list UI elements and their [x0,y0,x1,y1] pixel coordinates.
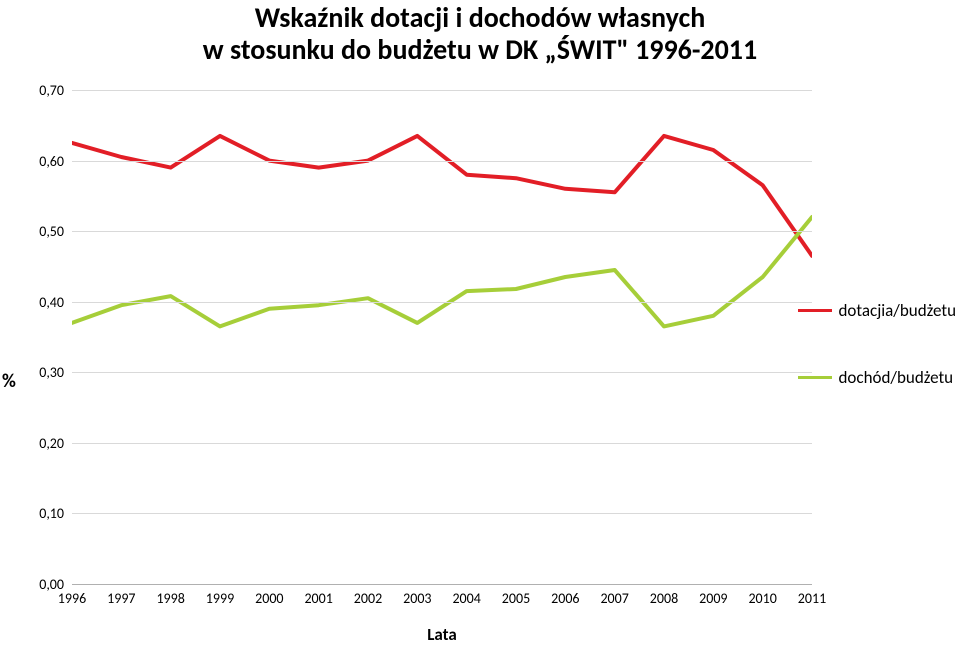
x-tick-label: 2006 [551,590,579,607]
legend-label-dotacja: dotacjia/budżetu [838,300,956,321]
gridline [72,372,812,373]
y-tick-label: 0,70 [24,82,64,99]
chart-title: Wskaźnik dotacji i dochodów własnych w s… [0,2,960,66]
x-tick-label: 2001 [304,590,332,607]
x-tick-label: 1999 [206,590,234,607]
legend-item-dotacja: dotacjia/budżetu [798,300,956,321]
series-line [72,136,812,256]
y-tick-label: 0,10 [24,505,64,522]
legend-label-dochod: dochód/budżetu [838,367,953,388]
y-axis-label: % [2,370,16,393]
x-tick-label: 2008 [650,590,678,607]
gridline [72,443,812,444]
x-tick-label: 2002 [354,590,382,607]
chart-container: Wskaźnik dotacji i dochodów własnych w s… [0,0,960,663]
gridline [72,513,812,514]
y-tick-label: 0,20 [24,435,64,452]
x-axis-label: Lata [72,624,812,645]
gridline [72,231,812,232]
series-line [72,217,812,326]
legend-swatch-dotacja [798,309,832,312]
legend-swatch-dochod [798,376,832,379]
legend: dotacjia/budżetu dochód/budżetu [798,300,956,434]
x-tick-label: 1996 [58,590,86,607]
y-tick-label: 0,30 [24,364,64,381]
x-tick-label: 2005 [502,590,530,607]
x-tick-label: 2007 [600,590,628,607]
y-tick-label: 0,60 [24,153,64,170]
gridline [72,161,812,162]
x-tick-label: 2004 [452,590,480,607]
x-tick-label: 2009 [699,590,727,607]
gridline [72,90,812,91]
series-svg [72,90,812,584]
x-tick-label: 1998 [156,590,184,607]
legend-item-dochod: dochód/budżetu [798,367,956,388]
x-tick-label: 2010 [748,590,776,607]
x-tick-label: 2000 [255,590,283,607]
x-tick-label: 2003 [403,590,431,607]
y-tick-label: 0,50 [24,223,64,240]
gridline [72,584,812,585]
plot-area [72,90,812,584]
gridline [72,302,812,303]
y-tick-label: 0,40 [24,294,64,311]
x-tick-label: 1997 [107,590,135,607]
x-tick-label: 2011 [798,590,826,607]
title-line-2: w stosunku do budżetu w DK „ŚWIT" 1996-2… [203,32,757,67]
title-line-1: Wskaźnik dotacji i dochodów własnych [255,0,705,35]
